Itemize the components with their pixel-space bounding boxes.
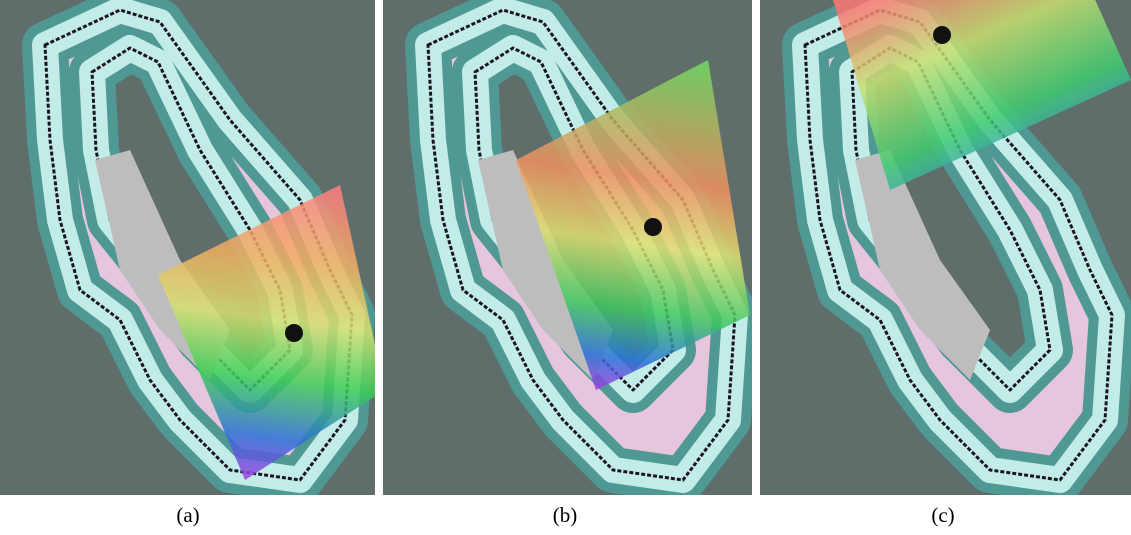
robot [644,218,662,236]
panel-label: (b) [553,503,578,527]
page: (a) (b) (c) (() => { const data = JSON.p… [0,0,1131,535]
figure: (a) (b) (c) [0,0,1131,535]
panel-label: (c) [931,503,954,527]
panel-a [0,0,385,495]
robot [285,324,303,342]
panel-label: (a) [176,503,199,527]
robot [933,26,951,44]
panel-c [760,0,1131,495]
panel-b [383,0,763,495]
